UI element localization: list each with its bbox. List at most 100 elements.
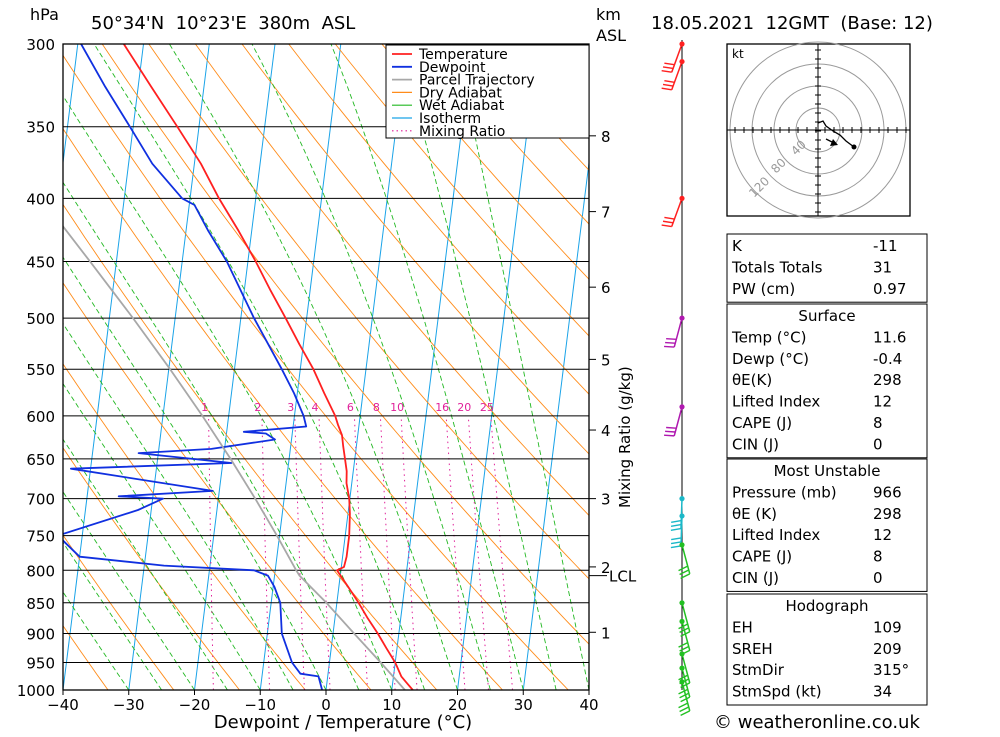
km-tick-label: 5 [601, 351, 611, 369]
index-label: K [732, 237, 743, 255]
mixing-ratio-label: 8 [373, 401, 380, 414]
mixing-ratio-label: 4 [312, 401, 319, 414]
index-value: 8 [873, 414, 883, 432]
pressure-tick-label: 950 [26, 654, 55, 672]
plot-frame [63, 44, 589, 690]
hodograph-unit-label: kt [732, 47, 744, 61]
wind-barb [679, 542, 690, 578]
isotherm-line [195, 44, 276, 690]
index-value: 0 [873, 569, 883, 587]
wet-adiabat-line [455, 44, 589, 690]
index-value: 315° [873, 661, 909, 679]
index-label: PW (cm) [732, 280, 795, 298]
index-value: 12 [873, 526, 892, 544]
station-location: 50°34'N 10°23'E 380m ASL [91, 13, 355, 34]
mixing-ratio-label: 1 [201, 401, 208, 414]
index-value: 34 [873, 683, 892, 701]
index-value: -11 [873, 237, 898, 255]
pressure-tick-label: 600 [26, 408, 55, 426]
index-value: 31 [873, 258, 892, 276]
mixing-ratio-line [319, 416, 330, 690]
wind-barbs [662, 41, 690, 715]
isotherm-line [458, 44, 539, 690]
table-title: Most Unstable [774, 462, 881, 480]
index-label: Dewp (°C) [732, 350, 809, 368]
pressure-tick-label: 500 [26, 310, 55, 328]
asl-label: ASL [596, 26, 626, 45]
pressure-tick-label: 800 [26, 562, 55, 580]
isotherm-line [326, 44, 407, 690]
pressure-tick-label: 350 [26, 119, 55, 137]
wet-adiabat-line [252, 44, 490, 690]
index-label: Temp (°C) [731, 328, 806, 346]
pressure-tick-label: 400 [26, 190, 55, 208]
pressure-tick-label: 750 [26, 528, 55, 546]
km-tick-label: 6 [601, 279, 611, 297]
mixing-ratio-axis-label: Mixing Ratio (g/kg) [616, 366, 634, 508]
index-value: 0 [873, 435, 883, 453]
pressure-tick-label: 900 [26, 625, 55, 643]
axes: 3003504004505005506006507007508008509009… [17, 36, 637, 733]
index-value: 966 [873, 483, 902, 501]
wind-barb [662, 41, 685, 72]
dry-adiabat-line [9, 44, 503, 690]
wind-barb [662, 196, 685, 227]
wet-adiabat-line [94, 44, 424, 690]
temperature-tick-label: −40 [47, 696, 79, 714]
km-tick-label: 1 [601, 624, 611, 642]
pressure-tick-label: 850 [26, 595, 55, 613]
index-value: 8 [873, 548, 883, 566]
mixing-ratio-line [295, 416, 305, 690]
wet-adiabat-line [331, 44, 523, 690]
hpa-label: hPa [30, 5, 59, 24]
index-label: Totals Totals [731, 258, 823, 276]
dewpoint-line [58, 44, 322, 690]
index-value: 12 [873, 393, 892, 411]
index-label: CAPE (J) [732, 548, 792, 566]
index-label: Lifted Index [732, 393, 820, 411]
dry-adiabat-line [102, 44, 634, 690]
temperature-tick-label: 30 [514, 696, 533, 714]
temperature-tick-label: −20 [179, 696, 211, 714]
km-tick-label: 8 [601, 128, 611, 146]
mixing-ratio-label: 16 [435, 401, 449, 414]
table-title: Surface [798, 307, 855, 325]
index-label: Pressure (mb) [732, 483, 837, 501]
index-label: StmDir [732, 661, 785, 679]
index-label: θE (K) [732, 505, 777, 523]
copyright-label: © weatheronline.co.uk [714, 712, 920, 733]
mixing-ratio-label: 25 [480, 401, 494, 414]
isotherm-line [0, 44, 12, 690]
index-label: StmSpd (kt) [732, 683, 822, 701]
index-label: EH [732, 618, 753, 636]
pressure-tick-label: 300 [26, 36, 55, 54]
mixing-ratio-label: 10 [390, 401, 404, 414]
isotherm-line [260, 44, 341, 690]
table-title: Hodograph [785, 597, 868, 615]
mixing-ratio-line [209, 416, 214, 690]
index-label: SREH [732, 640, 773, 658]
km-tick-label: 3 [601, 491, 611, 509]
mixing-ratio-label: 3 [287, 401, 294, 414]
index-value: -0.4 [873, 350, 902, 368]
mixing-ratio-line [491, 416, 513, 690]
index-value: 209 [873, 640, 902, 658]
km-tick-label: 4 [601, 422, 611, 440]
isotherm-line [392, 44, 473, 690]
km-label: km [596, 5, 621, 24]
wet-adiabat-line [0, 44, 129, 690]
pressure-tick-label: 550 [26, 361, 55, 379]
index-value: 298 [873, 505, 902, 523]
mixing-ratio-line [354, 416, 367, 690]
datetime-label: 18.05.2021 12GMT (Base: 12) [651, 13, 933, 34]
wet-adiabat-line [0, 44, 162, 690]
pressure-tick-label: 650 [26, 451, 55, 469]
temperature-tick-label: 40 [579, 696, 598, 714]
mixing-ratio-label: 6 [347, 401, 354, 414]
index-value: 298 [873, 371, 902, 389]
index-label: CIN (J) [732, 435, 779, 453]
mixing-ratio-label: 20 [457, 401, 471, 414]
wind-barb [671, 496, 685, 530]
